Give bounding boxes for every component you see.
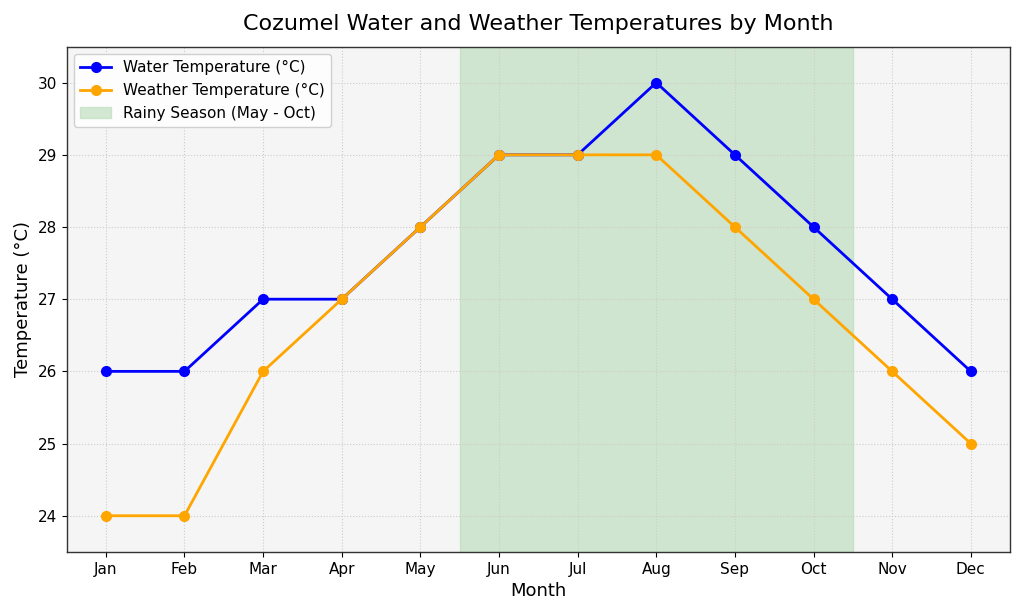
Water Temperature (°C) <box>336 295 348 303</box>
Water Temperature (°C) <box>965 368 977 375</box>
Weather Temperature (°C) <box>493 151 505 158</box>
Water Temperature (°C) <box>178 368 190 375</box>
Weather Temperature (°C) <box>99 512 112 519</box>
Title: Cozumel Water and Weather Temperatures by Month: Cozumel Water and Weather Temperatures b… <box>243 14 834 34</box>
Line: Water Temperature (°C): Water Temperature (°C) <box>101 78 976 376</box>
Water Temperature (°C) <box>99 368 112 375</box>
Water Temperature (°C) <box>257 295 269 303</box>
Water Temperature (°C) <box>493 151 505 158</box>
Weather Temperature (°C) <box>650 151 663 158</box>
Water Temperature (°C) <box>571 151 584 158</box>
Weather Temperature (°C) <box>178 512 190 519</box>
Legend: Water Temperature (°C), Weather Temperature (°C), Rainy Season (May - Oct): Water Temperature (°C), Weather Temperat… <box>74 54 331 126</box>
Bar <box>460 47 853 552</box>
Weather Temperature (°C) <box>886 368 898 375</box>
Weather Temperature (°C) <box>571 151 584 158</box>
Weather Temperature (°C) <box>415 223 427 231</box>
Water Temperature (°C) <box>415 223 427 231</box>
Water Temperature (°C) <box>886 295 898 303</box>
Y-axis label: Temperature (°C): Temperature (°C) <box>14 221 32 377</box>
Water Temperature (°C) <box>650 79 663 87</box>
Weather Temperature (°C) <box>965 440 977 447</box>
Weather Temperature (°C) <box>257 368 269 375</box>
Line: Weather Temperature (°C): Weather Temperature (°C) <box>101 150 976 521</box>
X-axis label: Month: Month <box>510 582 566 600</box>
Weather Temperature (°C) <box>336 295 348 303</box>
Weather Temperature (°C) <box>807 295 819 303</box>
Water Temperature (°C) <box>807 223 819 231</box>
Weather Temperature (°C) <box>729 223 741 231</box>
Water Temperature (°C) <box>729 151 741 158</box>
